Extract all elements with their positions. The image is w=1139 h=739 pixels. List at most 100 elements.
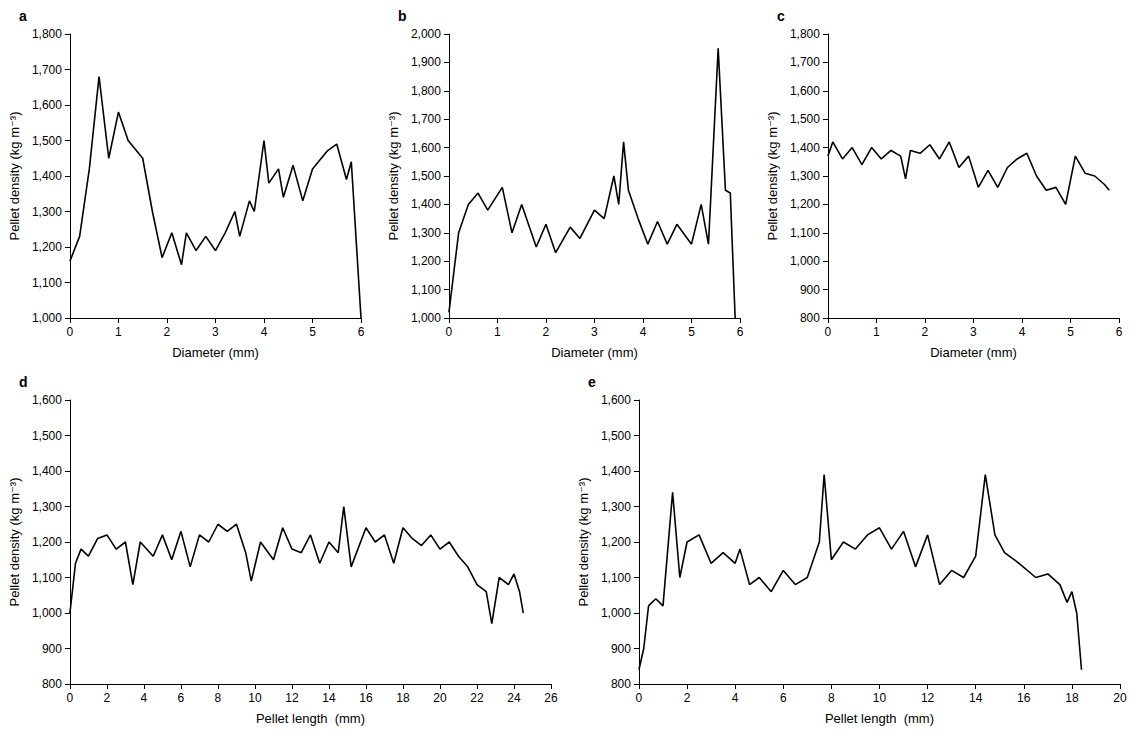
svg-text:900: 900 <box>800 283 820 297</box>
svg-text:Diameter (mm): Diameter (mm) <box>551 345 638 360</box>
svg-text:1,200: 1,200 <box>601 535 631 549</box>
svg-text:Pellet length (mm): Pellet length (mm) <box>825 711 934 726</box>
svg-text:d: d <box>19 374 28 390</box>
svg-text:Pellet density (kg m⁻³): Pellet density (kg m⁻³) <box>7 478 22 607</box>
svg-text:1,400: 1,400 <box>790 141 820 155</box>
svg-text:16: 16 <box>1017 691 1031 705</box>
svg-text:1,700: 1,700 <box>411 112 441 126</box>
svg-text:1,200: 1,200 <box>790 197 820 211</box>
svg-text:5: 5 <box>1067 325 1074 339</box>
svg-text:1,400: 1,400 <box>601 464 631 478</box>
svg-text:4: 4 <box>261 325 268 339</box>
svg-text:0: 0 <box>446 325 453 339</box>
svg-text:1,100: 1,100 <box>790 226 820 240</box>
svg-text:0: 0 <box>67 691 74 705</box>
svg-text:1,600: 1,600 <box>790 84 820 98</box>
svg-text:1,500: 1,500 <box>32 429 62 443</box>
svg-text:Diameter (mm): Diameter (mm) <box>172 345 259 360</box>
svg-text:1,700: 1,700 <box>790 55 820 69</box>
svg-text:Pellet length (mm): Pellet length (mm) <box>256 711 365 726</box>
svg-text:1,900: 1,900 <box>411 55 441 69</box>
svg-text:6: 6 <box>780 691 787 705</box>
svg-text:Pellet density (kg m⁻³): Pellet density (kg m⁻³) <box>765 112 780 241</box>
svg-text:6: 6 <box>358 325 365 339</box>
svg-text:1,700: 1,700 <box>32 63 62 77</box>
svg-text:1,800: 1,800 <box>411 84 441 98</box>
svg-text:900: 900 <box>42 642 62 656</box>
svg-text:2: 2 <box>922 325 929 339</box>
svg-text:0: 0 <box>825 325 832 339</box>
svg-text:b: b <box>398 8 407 24</box>
svg-text:c: c <box>777 8 785 24</box>
svg-text:1,500: 1,500 <box>790 112 820 126</box>
svg-text:10: 10 <box>873 691 887 705</box>
svg-text:900: 900 <box>611 642 631 656</box>
svg-text:6: 6 <box>1116 325 1123 339</box>
svg-text:1,300: 1,300 <box>601 500 631 514</box>
svg-text:1: 1 <box>494 325 501 339</box>
svg-text:1: 1 <box>873 325 880 339</box>
svg-text:3: 3 <box>591 325 598 339</box>
svg-text:Pellet density (kg m⁻³): Pellet density (kg m⁻³) <box>576 478 591 607</box>
svg-text:1,500: 1,500 <box>32 134 62 148</box>
svg-text:2: 2 <box>164 325 171 339</box>
svg-text:1,600: 1,600 <box>601 393 631 407</box>
svg-text:1,600: 1,600 <box>32 393 62 407</box>
svg-text:1,400: 1,400 <box>32 169 62 183</box>
svg-text:a: a <box>19 8 27 24</box>
svg-text:8: 8 <box>828 691 835 705</box>
svg-text:4: 4 <box>640 325 647 339</box>
svg-text:800: 800 <box>42 677 62 691</box>
svg-text:1,600: 1,600 <box>411 141 441 155</box>
svg-text:1,000: 1,000 <box>32 311 62 325</box>
svg-text:Pellet density (kg m⁻³): Pellet density (kg m⁻³) <box>386 112 401 241</box>
svg-text:Pellet density (kg m⁻³): Pellet density (kg m⁻³) <box>7 112 22 241</box>
svg-text:4: 4 <box>732 691 739 705</box>
svg-text:10: 10 <box>248 691 262 705</box>
svg-text:800: 800 <box>800 311 820 325</box>
svg-text:12: 12 <box>921 691 935 705</box>
svg-text:20: 20 <box>433 691 447 705</box>
svg-text:1,300: 1,300 <box>790 169 820 183</box>
svg-text:6: 6 <box>178 691 185 705</box>
svg-text:1,200: 1,200 <box>32 535 62 549</box>
svg-text:14: 14 <box>969 691 983 705</box>
svg-text:5: 5 <box>688 325 695 339</box>
svg-text:1,300: 1,300 <box>32 205 62 219</box>
svg-text:1,500: 1,500 <box>601 429 631 443</box>
svg-text:4: 4 <box>141 691 148 705</box>
svg-text:1,500: 1,500 <box>411 169 441 183</box>
svg-text:1,100: 1,100 <box>601 571 631 585</box>
svg-text:5: 5 <box>309 325 316 339</box>
svg-text:18: 18 <box>1065 691 1079 705</box>
svg-text:0: 0 <box>67 325 74 339</box>
svg-text:1,200: 1,200 <box>32 240 62 254</box>
svg-text:2: 2 <box>543 325 550 339</box>
svg-text:22: 22 <box>470 691 484 705</box>
svg-text:12: 12 <box>285 691 299 705</box>
svg-text:Diameter (mm): Diameter (mm) <box>930 345 1017 360</box>
svg-text:1,600: 1,600 <box>32 98 62 112</box>
svg-text:1,000: 1,000 <box>601 606 631 620</box>
svg-text:1,800: 1,800 <box>32 27 62 41</box>
svg-text:8: 8 <box>215 691 222 705</box>
svg-text:1,300: 1,300 <box>32 500 62 514</box>
svg-text:e: e <box>588 374 596 390</box>
svg-text:1,100: 1,100 <box>411 283 441 297</box>
svg-text:6: 6 <box>737 325 744 339</box>
svg-text:3: 3 <box>970 325 977 339</box>
svg-text:1,800: 1,800 <box>790 27 820 41</box>
svg-text:1,100: 1,100 <box>32 276 62 290</box>
svg-text:0: 0 <box>636 691 643 705</box>
svg-text:1,400: 1,400 <box>32 464 62 478</box>
svg-text:20: 20 <box>1113 691 1127 705</box>
svg-text:800: 800 <box>611 677 631 691</box>
svg-text:1,000: 1,000 <box>411 311 441 325</box>
svg-text:14: 14 <box>322 691 336 705</box>
svg-text:18: 18 <box>396 691 410 705</box>
svg-text:2: 2 <box>104 691 111 705</box>
svg-text:24: 24 <box>507 691 521 705</box>
svg-text:1: 1 <box>115 325 122 339</box>
svg-text:16: 16 <box>359 691 373 705</box>
svg-text:2: 2 <box>684 691 691 705</box>
